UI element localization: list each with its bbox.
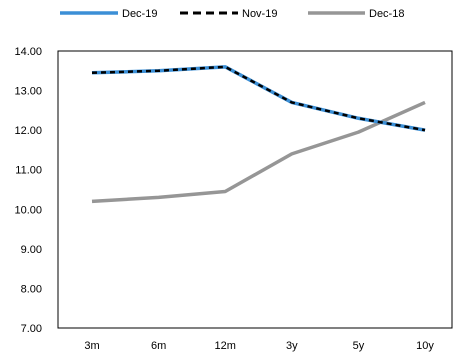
x-tick-label: 6m <box>151 340 166 352</box>
legend-item: Dec-18 <box>308 8 404 20</box>
y-tick-label: 8.00 <box>21 283 42 295</box>
x-tick-label: 12m <box>214 340 235 352</box>
series-layer <box>91 65 426 204</box>
y-tick-label: 7.00 <box>21 323 42 335</box>
y-tick-label: 9.00 <box>21 244 42 256</box>
legend-label: Dec-18 <box>369 8 404 20</box>
legend-label: Dec-19 <box>122 8 157 20</box>
series-line-dec-19 <box>91 65 426 132</box>
x-tick-label: 3y <box>286 340 298 352</box>
plot-border <box>57 50 453 329</box>
series-line-dec-18 <box>91 100 426 204</box>
legend-label: Nov-19 <box>242 8 277 20</box>
legend: Dec-19 Nov-19 Dec-18 <box>60 8 404 20</box>
x-tick-label: 3m <box>84 340 99 352</box>
x-axis: 3m 6m 12m 3y 5y 10y <box>84 340 434 352</box>
x-tick-label: 5y <box>353 340 365 352</box>
y-tick-label: 11.00 <box>15 165 42 177</box>
x-tick-label: 10y <box>416 340 434 352</box>
y-axis: 7.00 8.00 9.00 10.00 11.00 12.00 13.00 14.00 <box>14 46 42 335</box>
y-tick-label: 14.00 <box>14 46 42 58</box>
series-line-nov-19 <box>91 65 426 132</box>
legend-item: Nov-19 <box>180 8 277 20</box>
legend-item: Dec-19 <box>60 8 157 20</box>
y-tick-label: 10.00 <box>14 204 42 216</box>
y-tick-label: 12.00 <box>14 125 42 137</box>
plot-area <box>57 50 453 329</box>
y-tick-label: 13.00 <box>14 86 42 98</box>
